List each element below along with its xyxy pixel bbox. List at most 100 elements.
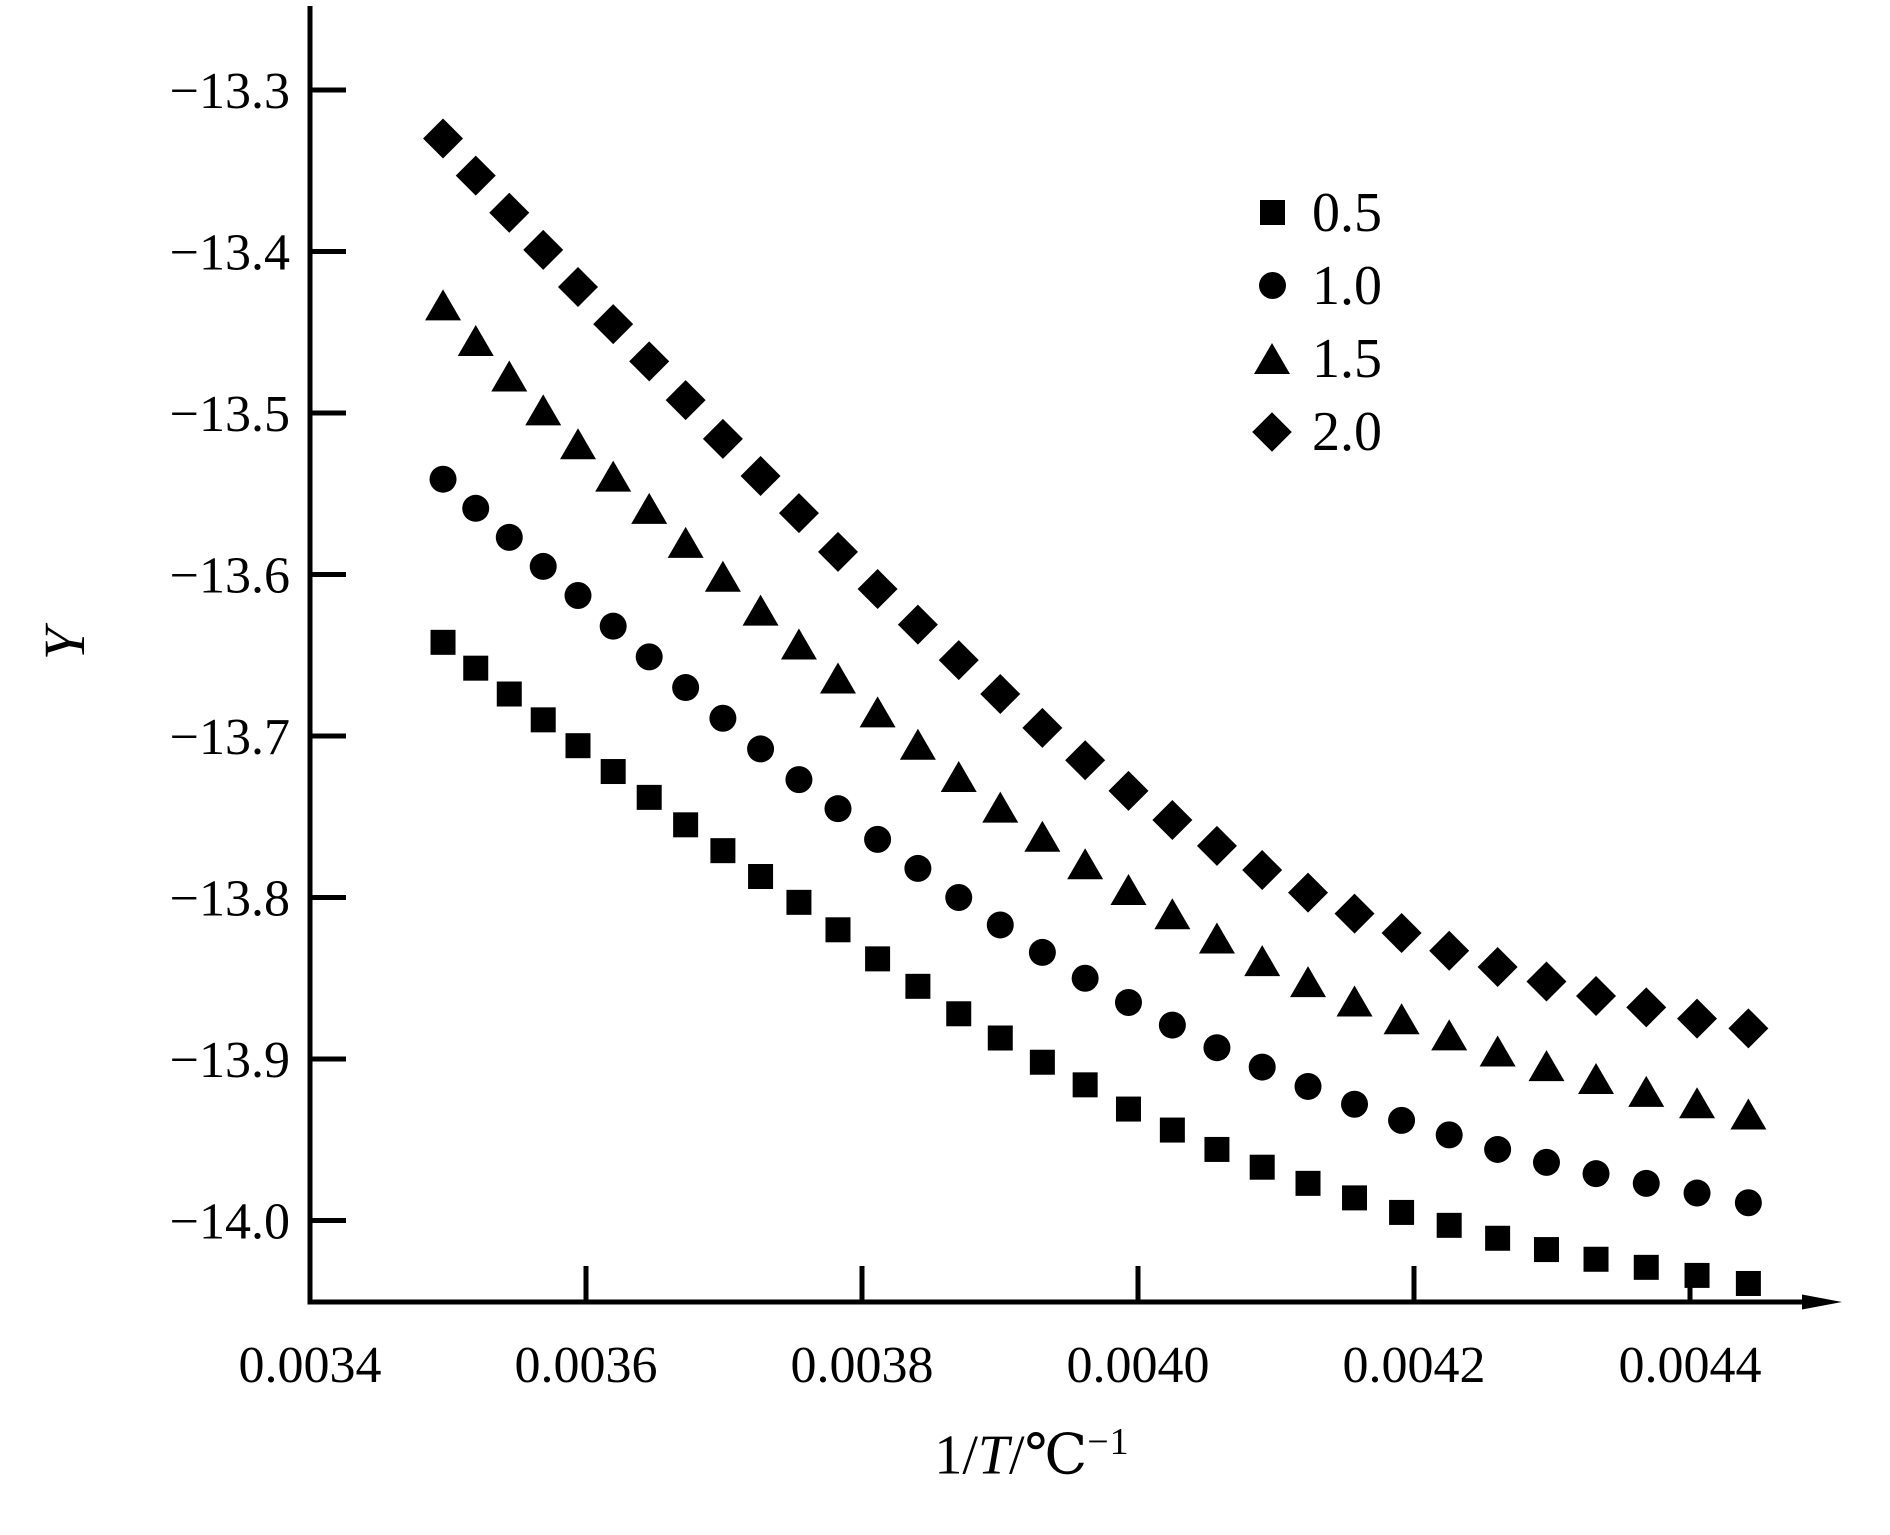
data-point-diamond bbox=[557, 267, 598, 308]
series-1.0 bbox=[429, 465, 1762, 1217]
data-point-square bbox=[748, 864, 774, 890]
data-point-triangle bbox=[1528, 1050, 1565, 1082]
data-point-triangle bbox=[1067, 848, 1104, 880]
data-point-triangle bbox=[1110, 874, 1147, 906]
data-point-triangle bbox=[1730, 1098, 1767, 1130]
data-point-circle bbox=[1484, 1135, 1512, 1163]
data-point-circle bbox=[462, 494, 490, 522]
data-point-triangle bbox=[982, 791, 1019, 823]
data-point-circle bbox=[564, 581, 592, 609]
data-point-diamond bbox=[1288, 872, 1329, 913]
x-tick-label: 0.0044 bbox=[1619, 1337, 1762, 1394]
data-point-square bbox=[530, 707, 556, 733]
triangle-marker-icon bbox=[1254, 343, 1290, 374]
y-axis-ticks bbox=[310, 87, 346, 1223]
data-point-triangle bbox=[1290, 966, 1327, 998]
data-point-triangle bbox=[559, 428, 596, 460]
data-point-square bbox=[565, 733, 591, 759]
data-point-square bbox=[946, 1001, 972, 1027]
data-point-triangle bbox=[491, 360, 528, 392]
legend: 0.5 1.0 1.5 2.0 bbox=[1250, 176, 1382, 468]
data-point-circle bbox=[945, 884, 973, 911]
y-axis-title: Y bbox=[32, 589, 97, 699]
data-point-circle bbox=[672, 674, 700, 702]
data-point-diamond bbox=[489, 192, 530, 233]
data-point-triangle bbox=[819, 662, 856, 694]
x-axis-title: 1/T/℃−1 bbox=[934, 1420, 1129, 1488]
data-point-circle bbox=[986, 911, 1014, 939]
y-axis-title-text: Y bbox=[32, 627, 97, 661]
data-point-square bbox=[1583, 1246, 1609, 1272]
data-point-circle bbox=[1734, 1189, 1762, 1217]
data-point-circle bbox=[1532, 1148, 1560, 1176]
data-point-square bbox=[1436, 1212, 1462, 1238]
data-point-square bbox=[1485, 1225, 1511, 1251]
data-point-square bbox=[1633, 1254, 1659, 1280]
data-point-diamond bbox=[1196, 825, 1237, 866]
data-point-circle bbox=[785, 766, 813, 794]
data-point-circle bbox=[709, 704, 737, 732]
data-point-diamond bbox=[1576, 976, 1617, 1017]
y-tick-label: −13.6 bbox=[170, 548, 290, 605]
data-point-triangle bbox=[940, 760, 977, 792]
series-0.5 bbox=[430, 629, 1761, 1296]
data-point-circle bbox=[1683, 1179, 1711, 1207]
data-point-circle bbox=[635, 643, 663, 671]
legend-label: 1.5 bbox=[1312, 327, 1382, 390]
data-point-diamond bbox=[1242, 850, 1283, 891]
data-point-square bbox=[1295, 1170, 1321, 1196]
data-point-triangle bbox=[525, 394, 562, 426]
data-point-diamond bbox=[1152, 799, 1193, 840]
data-point-triangle bbox=[859, 696, 896, 728]
legend-item: 2.0 bbox=[1250, 395, 1382, 468]
data-point-triangle bbox=[1628, 1075, 1665, 1107]
data-point-square bbox=[600, 759, 626, 785]
data-point-triangle bbox=[704, 560, 741, 592]
x-axis-title-variable: T bbox=[977, 1424, 1010, 1487]
data-point-square bbox=[463, 655, 489, 681]
data-point-square bbox=[905, 973, 931, 999]
data-point-triangle bbox=[457, 324, 494, 356]
data-point-square bbox=[1533, 1237, 1559, 1263]
legend-label: 0.5 bbox=[1312, 181, 1382, 244]
data-point-diamond bbox=[593, 304, 634, 345]
data-point-square bbox=[1204, 1136, 1230, 1162]
diamond-marker-icon bbox=[1252, 411, 1292, 452]
axes bbox=[307, 6, 1842, 1310]
data-point-triangle bbox=[1431, 1019, 1468, 1051]
data-point-triangle bbox=[1336, 985, 1373, 1017]
circle-marker-icon bbox=[1258, 272, 1286, 299]
data-point-square bbox=[710, 838, 736, 864]
data-point-triangle bbox=[1024, 820, 1061, 852]
data-point-square bbox=[865, 946, 891, 972]
data-point-circle bbox=[1158, 1011, 1186, 1039]
data-point-triangle bbox=[425, 289, 462, 321]
data-point-square bbox=[1389, 1199, 1415, 1225]
y-tick-label: −14.0 bbox=[170, 1194, 290, 1251]
data-point-square bbox=[1159, 1117, 1185, 1143]
data-point-diamond bbox=[778, 493, 819, 534]
x-axis-arrow-icon bbox=[1802, 1294, 1842, 1310]
data-point-circle bbox=[1435, 1121, 1463, 1149]
legend-item: 1.0 bbox=[1250, 249, 1382, 322]
data-point-triangle bbox=[667, 526, 704, 558]
data-point-diamond bbox=[702, 418, 743, 459]
data-point-triangle bbox=[1383, 1003, 1420, 1035]
data-point-diamond bbox=[980, 674, 1021, 715]
data-point-triangle bbox=[1479, 1035, 1516, 1067]
data-point-circle bbox=[1294, 1072, 1322, 1100]
data-point-diamond bbox=[857, 569, 898, 610]
data-point-square bbox=[1342, 1185, 1368, 1211]
data-point-circle bbox=[864, 825, 892, 853]
data-point-circle bbox=[1114, 988, 1142, 1016]
data-point-circle bbox=[1341, 1090, 1369, 1118]
data-point-triangle bbox=[1679, 1087, 1716, 1119]
data-point-diamond bbox=[523, 229, 564, 270]
data-point-triangle bbox=[631, 492, 668, 524]
data-point-square bbox=[496, 681, 522, 707]
x-axis-tick-labels: 0.0034 0.0036 0.0038 0.0040 0.0042 0.0044 bbox=[239, 1337, 1762, 1394]
data-point-square bbox=[1115, 1096, 1141, 1122]
x-tick-label: 0.0042 bbox=[1343, 1337, 1486, 1394]
square-marker-icon bbox=[1259, 200, 1285, 225]
